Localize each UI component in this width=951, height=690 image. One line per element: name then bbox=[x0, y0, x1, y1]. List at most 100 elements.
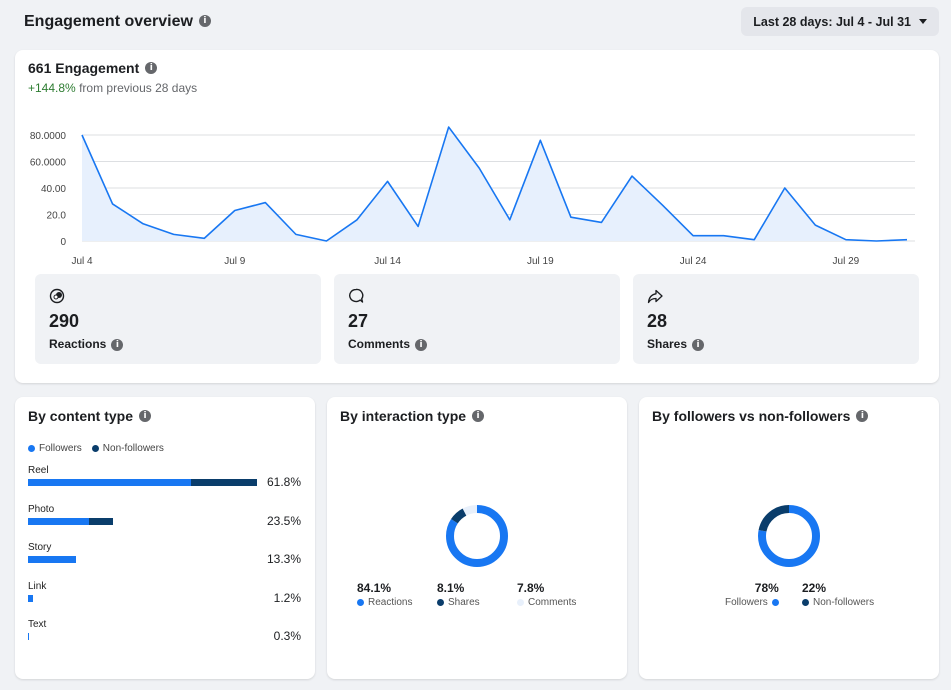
stat-value: 290 bbox=[49, 311, 80, 331]
content-type-bar[interactable] bbox=[28, 479, 258, 486]
data-point[interactable] bbox=[691, 233, 696, 238]
stat-card-reactions: 290 Reactions i bbox=[35, 274, 321, 364]
donut-legend-item: 8.1% Shares bbox=[437, 581, 480, 608]
date-range-label: Last 28 days: Jul 4 - Jul 31 bbox=[753, 14, 911, 29]
legend-label: Shares bbox=[448, 597, 480, 608]
card-title: By content type i bbox=[28, 408, 152, 424]
info-icon[interactable]: i bbox=[198, 14, 211, 27]
info-icon[interactable]: i bbox=[415, 338, 428, 351]
data-point[interactable] bbox=[630, 174, 635, 179]
stat-card-shares: 28 Shares i bbox=[633, 274, 919, 364]
data-point[interactable] bbox=[385, 179, 390, 184]
data-point[interactable] bbox=[660, 203, 665, 208]
donut-legend-item: 78% Followers bbox=[725, 581, 779, 608]
donut-segment-comments[interactable] bbox=[446, 505, 508, 567]
card-title: By followers vs non-followers i bbox=[652, 408, 869, 424]
bar-segment-non-followers bbox=[88, 518, 113, 525]
content-type-bar[interactable] bbox=[28, 595, 33, 602]
date-range-dropdown[interactable]: Last 28 days: Jul 4 - Jul 31 bbox=[741, 7, 939, 36]
data-point[interactable] bbox=[813, 223, 818, 228]
data-point[interactable] bbox=[782, 186, 787, 191]
donut-legend-item: 7.8% Comments bbox=[517, 581, 576, 608]
data-point[interactable] bbox=[599, 220, 604, 225]
engagement-line-chart: 0 20.0 40.00 60.0000 80.0000 Jul 4 Jul 9 Jul 14… bbox=[30, 125, 915, 267]
data-point[interactable] bbox=[80, 133, 85, 138]
engagement-line bbox=[81, 126, 908, 242]
content-type-name: Link bbox=[28, 581, 47, 592]
stat-label: Shares i bbox=[647, 337, 705, 351]
content-type-bar[interactable] bbox=[28, 518, 113, 525]
legend-dot bbox=[437, 599, 444, 606]
bar-segment-followers bbox=[28, 595, 33, 602]
engagement-area bbox=[82, 127, 907, 241]
content-type-name: Reel bbox=[28, 465, 49, 476]
y-tick-label: 60.0000 bbox=[30, 158, 67, 169]
data-point[interactable] bbox=[905, 237, 910, 242]
content-type-pct: 23.5% bbox=[266, 514, 301, 528]
data-point[interactable] bbox=[874, 239, 879, 244]
donut-legend-item: 84.1% Reactions bbox=[357, 581, 412, 608]
info-icon[interactable]: i bbox=[856, 410, 869, 423]
data-point[interactable] bbox=[446, 125, 451, 130]
data-point[interactable] bbox=[568, 215, 573, 220]
engagement-change: +144.8% from previous 28 days bbox=[28, 81, 197, 95]
followers-donut-chart bbox=[758, 505, 820, 567]
x-tick-label: Jul 19 bbox=[527, 256, 554, 267]
donut-segment-non-followers[interactable] bbox=[758, 505, 820, 567]
data-point[interactable] bbox=[507, 217, 512, 222]
data-point[interactable] bbox=[171, 232, 176, 237]
data-point[interactable] bbox=[110, 201, 115, 206]
donut-legend-item: 22% Non-followers bbox=[802, 581, 874, 608]
legend-label: Comments bbox=[528, 597, 577, 608]
content-type-row: Link 1.2% bbox=[28, 581, 301, 609]
data-point[interactable] bbox=[202, 236, 207, 241]
data-point[interactable] bbox=[232, 208, 237, 213]
info-icon[interactable]: i bbox=[472, 410, 485, 423]
data-point[interactable] bbox=[477, 166, 482, 171]
stat-label: Reactions i bbox=[49, 337, 124, 351]
data-point[interactable] bbox=[263, 200, 268, 205]
data-point[interactable] bbox=[416, 224, 421, 229]
legend-dot bbox=[802, 599, 809, 606]
stat-value: 27 bbox=[348, 311, 369, 331]
legend-value: 22% bbox=[802, 581, 827, 595]
content-type-row: Reel 61.8% bbox=[28, 465, 301, 493]
data-point[interactable] bbox=[355, 217, 360, 222]
interaction-type-card: By interaction type i 84.1% Reactions 8.1% S… bbox=[327, 397, 627, 679]
data-point[interactable] bbox=[752, 237, 757, 242]
data-point[interactable] bbox=[141, 221, 146, 226]
legend-dot bbox=[357, 599, 364, 606]
info-icon[interactable]: i bbox=[139, 410, 152, 423]
card-title: By interaction type i bbox=[340, 408, 485, 424]
y-tick-label: 40.00 bbox=[41, 184, 66, 195]
data-point[interactable] bbox=[843, 237, 848, 242]
bar-segment-non-followers bbox=[191, 479, 258, 486]
x-tick-label: Jul 29 bbox=[833, 256, 860, 267]
x-tick-label: Jul 4 bbox=[71, 256, 93, 267]
content-type-name: Story bbox=[28, 542, 52, 553]
change-value: +144.8% bbox=[28, 81, 76, 95]
stat-label: Comments i bbox=[348, 337, 428, 351]
legend-value: 7.8% bbox=[517, 581, 545, 595]
content-type-row: Photo 23.5% bbox=[28, 504, 301, 532]
info-icon[interactable]: i bbox=[111, 338, 124, 351]
info-icon[interactable]: i bbox=[145, 62, 158, 75]
content-type-row: Text 0.3% bbox=[28, 619, 301, 647]
content-type-pct: 1.2% bbox=[273, 591, 301, 605]
data-point[interactable] bbox=[721, 233, 726, 238]
x-tick-label: Jul 9 bbox=[224, 256, 246, 267]
data-point[interactable] bbox=[324, 239, 329, 244]
legend-dot bbox=[91, 445, 99, 452]
info-icon[interactable]: i bbox=[692, 338, 705, 351]
data-point[interactable] bbox=[293, 232, 298, 237]
content-type-bar[interactable] bbox=[28, 633, 29, 640]
stat-value: 28 bbox=[647, 311, 668, 331]
content-type-bar[interactable] bbox=[28, 556, 76, 563]
content-type-row: Story 13.3% bbox=[28, 542, 301, 570]
content-type-card: By content type i Followers Non-followers… bbox=[15, 397, 315, 679]
data-point[interactable] bbox=[538, 138, 543, 143]
x-tick-label: Jul 14 bbox=[374, 256, 401, 267]
interaction-donut-chart bbox=[446, 505, 508, 567]
legend-value: 78% bbox=[754, 581, 779, 595]
caret-down-icon bbox=[919, 19, 927, 24]
